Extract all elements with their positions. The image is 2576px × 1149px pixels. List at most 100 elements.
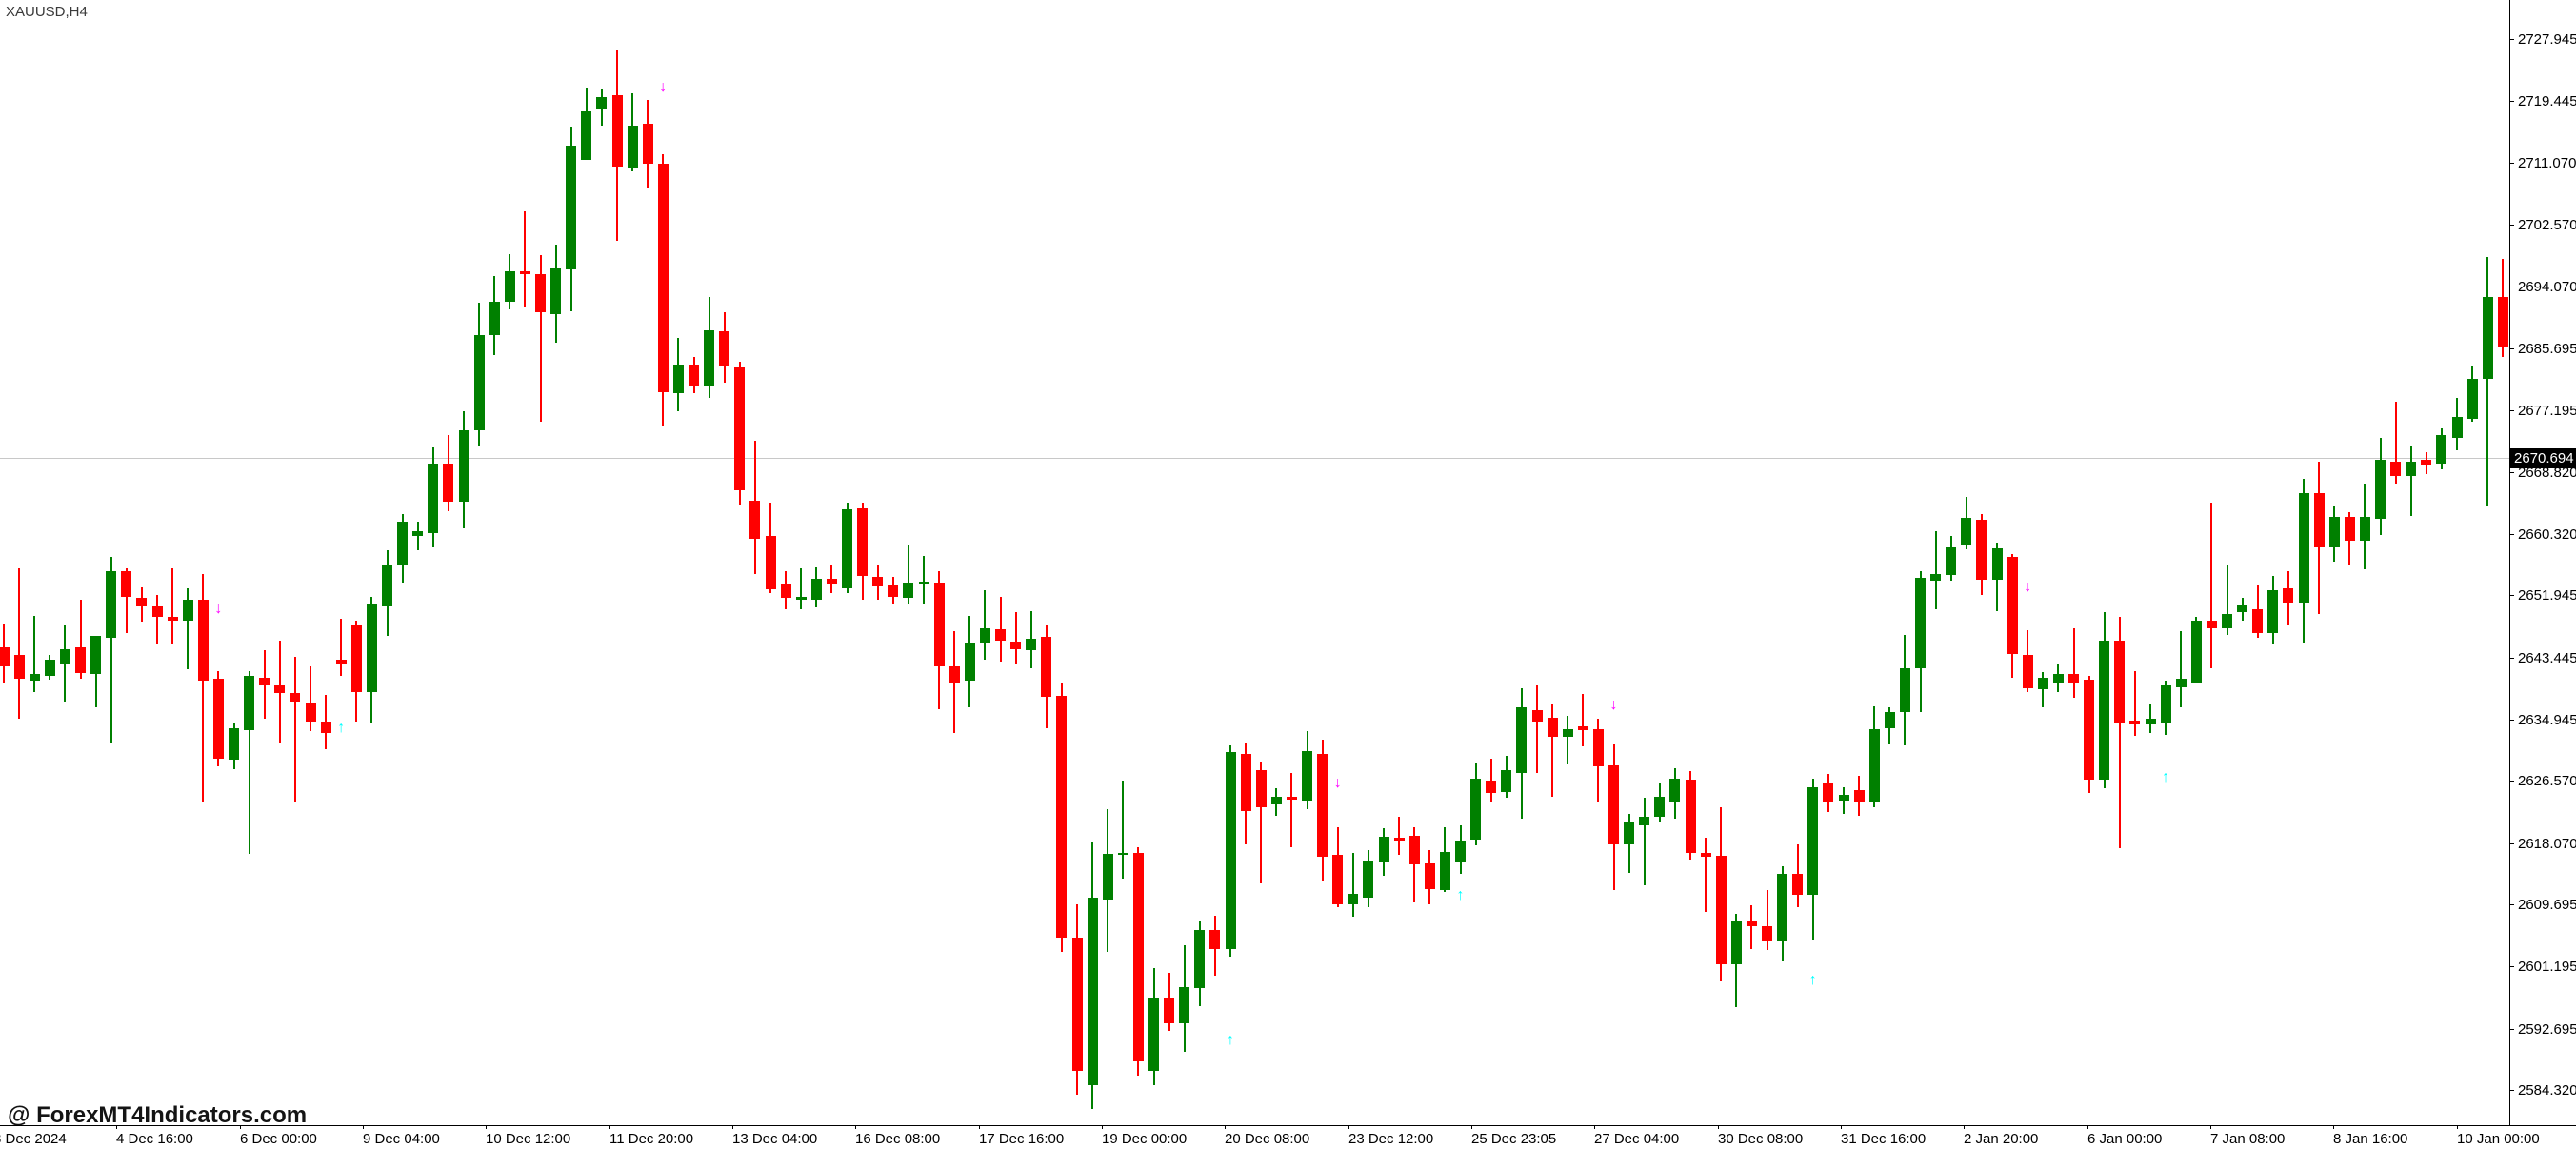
- candle-body: [596, 97, 608, 110]
- candle-body: [2436, 435, 2447, 465]
- candle-body: [1624, 822, 1635, 844]
- price-tick: [2509, 966, 2514, 968]
- buy-arrow-icon: ↑: [1456, 886, 1465, 903]
- candle-body: [59, 648, 70, 664]
- candle-body: [979, 628, 990, 643]
- candle-body: [1041, 636, 1052, 697]
- time-axis-label: 7 Jan 08:00: [2210, 1131, 2286, 1147]
- candle-body: [443, 464, 454, 503]
- candle-body: [689, 364, 699, 386]
- candle-body: [1378, 837, 1389, 863]
- candle-wick: [1122, 781, 1125, 879]
- candle-body: [2022, 654, 2033, 689]
- price-axis-label: 2694.070: [2518, 279, 2576, 296]
- candle-body: [504, 271, 515, 303]
- time-axis-label: 10 Jan 00:00: [2457, 1131, 2540, 1147]
- candle-body: [1639, 816, 1650, 825]
- candle-wick: [110, 556, 112, 743]
- current-price-box: 2670.694: [2510, 447, 2576, 468]
- candle-body: [1225, 752, 1236, 949]
- symbol-timeframe-label: XAUUSD,H4: [6, 4, 88, 20]
- candle-wick: [125, 568, 128, 633]
- candle-body: [1807, 787, 1819, 895]
- price-tick: [2509, 842, 2514, 844]
- buy-arrow-icon: ↑: [2162, 769, 2170, 785]
- candle-body: [2237, 605, 2248, 613]
- candle-body: [136, 597, 148, 607]
- candle-body: [1853, 790, 1865, 803]
- candle-body: [2313, 492, 2325, 547]
- time-tick: [1841, 1125, 1842, 1129]
- candle-body: [2052, 673, 2064, 683]
- candle-body: [2267, 590, 2279, 633]
- time-tick: [2333, 1125, 2334, 1129]
- candle-body: [1286, 796, 1297, 800]
- price-axis-label: 2618.070: [2518, 835, 2576, 852]
- candle-body: [2466, 379, 2478, 419]
- candle-wick: [1398, 816, 1401, 855]
- candle-wick: [1934, 530, 1937, 610]
- candle-body: [749, 500, 761, 540]
- time-axis-line: [0, 1125, 2576, 1126]
- candle-body: [1363, 860, 1374, 898]
- candle-body: [1255, 770, 1267, 807]
- candle-body: [13, 654, 25, 680]
- candle-wick: [1750, 904, 1753, 949]
- candle-body: [182, 600, 193, 621]
- candle-wick: [156, 594, 158, 645]
- candle-body: [1762, 926, 1772, 942]
- candle-body: [1209, 929, 1221, 949]
- candle-body: [0, 647, 10, 667]
- candle-body: [903, 582, 914, 598]
- time-tick: [609, 1125, 610, 1129]
- candle-body: [780, 584, 791, 598]
- candle-body: [305, 702, 316, 722]
- candle-body: [2114, 641, 2126, 723]
- buy-arrow-icon: ↑: [1808, 971, 1817, 988]
- candle-body: [1087, 898, 1098, 1085]
- candle-body: [1531, 710, 1543, 722]
- price-axis-label: 2702.570: [2518, 217, 2576, 234]
- candle-wick: [293, 657, 296, 803]
- chart-plot-area[interactable]: ↓ ↑ ↓ ↑ ↓ ↑ ↓ ↑ ↓ ↑: [0, 0, 2509, 1125]
- candle-body: [1930, 574, 1942, 582]
- time-tick: [1471, 1125, 1472, 1129]
- candle-body: [90, 635, 102, 674]
- candle-wick: [984, 590, 987, 661]
- candle-body: [1976, 519, 1987, 580]
- candle-wick: [1290, 773, 1293, 847]
- candle-body: [335, 660, 347, 664]
- candle-body: [458, 429, 469, 503]
- candle-body: [704, 330, 715, 386]
- candle-body: [1899, 667, 1910, 712]
- candle-body: [2175, 679, 2187, 687]
- candle-body: [2007, 556, 2018, 654]
- time-tick: [1594, 1125, 1595, 1129]
- time-axis-label: 9 Dec 04:00: [363, 1131, 440, 1147]
- time-axis-label: 13 Dec 04:00: [732, 1131, 818, 1147]
- candle-body: [1608, 764, 1619, 844]
- candle-body: [1838, 794, 1849, 801]
- price-tick: [2509, 101, 2514, 103]
- sell-arrow-icon: ↓: [1609, 696, 1618, 713]
- candle-wick: [187, 587, 190, 670]
- candle-body: [197, 600, 209, 681]
- candle-wick: [2042, 672, 2045, 708]
- candle-body: [1117, 853, 1128, 856]
- candle-wick: [2180, 631, 2183, 708]
- candle-body: [1148, 998, 1159, 1072]
- candle-wick: [1843, 787, 1845, 814]
- candle-wick: [1260, 762, 1263, 883]
- candle-body: [428, 464, 439, 534]
- candle-body: [933, 582, 945, 667]
- candle-body: [2482, 296, 2493, 379]
- candle-body: [244, 676, 255, 730]
- candle-body: [382, 565, 392, 607]
- candle-body: [2099, 641, 2110, 781]
- candle-body: [1915, 578, 1926, 668]
- time-axis-label: 23 Dec 12:00: [1348, 1131, 1434, 1147]
- candle-wick: [1551, 704, 1554, 797]
- candle-body: [320, 721, 331, 734]
- current-price-line: [0, 458, 2509, 460]
